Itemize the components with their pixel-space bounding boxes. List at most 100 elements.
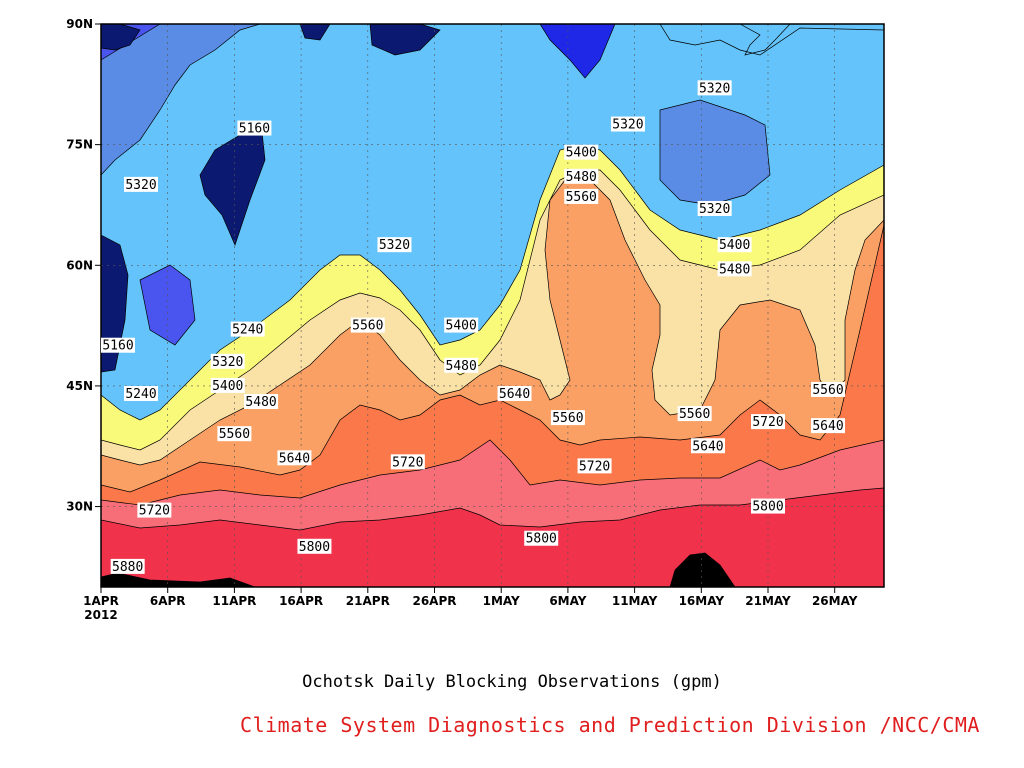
contour-label-bg — [350, 317, 385, 333]
axis-ticks: 1APR 6APR 11APR 16APR 21APR 26APR 1MAY 6MAY 11MA… — [66, 17, 857, 622]
contour-label: 5640 — [690, 438, 725, 454]
contour-label: 5480 — [717, 261, 752, 277]
contour-label-text: 5720 — [139, 504, 170, 519]
contour-band — [539, 24, 616, 79]
x-tick-label: 16APR — [279, 594, 323, 608]
contour-label-text: 5480 — [566, 170, 597, 185]
contour-label: 5400 — [444, 317, 479, 334]
contour-band — [659, 24, 884, 56]
contour-band — [101, 24, 141, 51]
x-tick-label: 11MAY — [612, 594, 658, 608]
contour-label-text: 5400 — [719, 238, 750, 253]
contour-label-text: 5320 — [212, 355, 243, 370]
contour-label: 5560 — [677, 406, 712, 422]
contour-label-bg — [124, 176, 159, 192]
contour-label-bg — [124, 385, 159, 401]
contour-label: 5480 — [444, 357, 479, 374]
contour-label-text: 5320 — [699, 202, 730, 217]
y-tick-label: 90N — [66, 17, 93, 31]
contour-band — [299, 24, 331, 41]
contour-label: 5400 — [717, 237, 752, 253]
contour-label-bg — [390, 454, 425, 470]
contour-label-bg — [577, 458, 612, 474]
contour-label-bg — [210, 353, 245, 369]
contour-label: 5640 — [277, 450, 312, 466]
contour-label: 5640 — [811, 418, 846, 434]
contour-label: 5320 — [210, 353, 245, 370]
contour-label: 5160 — [101, 337, 135, 354]
contour-label-text: 5800 — [299, 540, 330, 555]
contour-label-bg — [550, 410, 585, 426]
contour-label-text: 5560 — [219, 427, 250, 442]
y-tick-label: 75N — [66, 138, 93, 152]
contour-label-text: 5480 — [245, 395, 276, 410]
contour-label: 5720 — [577, 458, 612, 474]
grid-lines — [101, 24, 884, 587]
contour-label-text: 5400 — [212, 379, 243, 394]
contour-label: 5560 — [350, 317, 385, 334]
contour-label-bg — [717, 261, 752, 277]
contour-label-bg — [717, 237, 752, 253]
contour-label-text: 5400 — [566, 146, 597, 161]
contour-label-bg — [677, 406, 712, 422]
contour-band — [139, 264, 196, 346]
contour-label-text: 5320 — [125, 178, 156, 193]
contour-label-bg — [751, 498, 785, 514]
contour-label-bg — [690, 438, 725, 454]
contour-label-bg — [444, 357, 479, 373]
contour-label: 5240 — [230, 321, 265, 338]
contour-band — [199, 131, 266, 246]
contour-label: 5320 — [377, 237, 412, 253]
contour-label-text: 5640 — [692, 439, 723, 454]
contour-label-text: 5720 — [579, 459, 610, 474]
contour-label-text: 5800 — [526, 532, 557, 547]
contour-bands — [101, 24, 884, 587]
contour-band — [101, 552, 736, 587]
contour-label-text: 5640 — [499, 387, 530, 402]
x-tick-label: 6APR — [150, 594, 186, 608]
contour-label: 5640 — [497, 385, 532, 402]
contour-label-text: 5560 — [679, 407, 710, 422]
contour-label: 5720 — [390, 454, 425, 470]
x-tick-label: 16MAY — [679, 594, 725, 608]
contour-label-bg — [444, 317, 479, 333]
contour-label-text: 5160 — [239, 122, 270, 137]
contour-label-bg — [497, 385, 532, 401]
contour-label: 5400 — [210, 377, 245, 394]
contour-label: 5240 — [124, 385, 159, 402]
contour-label-text: 5560 — [566, 190, 597, 205]
contour-label: 5560 — [217, 426, 252, 442]
contour-label-bg — [564, 168, 599, 184]
contour-label-bg — [564, 188, 599, 204]
contour-label-bg — [377, 237, 412, 253]
contour-label: 5320 — [697, 200, 732, 217]
contour-label: 5480 — [244, 394, 279, 410]
x-tick-label: 26APR — [412, 594, 456, 608]
contour-label-bg — [610, 116, 645, 132]
x-year-label: 2012 — [84, 608, 117, 622]
contour-band — [369, 24, 441, 56]
contour-label-text: 5880 — [112, 560, 143, 575]
contour-labels: 5160532053205320532053205400548055605400… — [101, 80, 846, 575]
contour-label: 5800 — [751, 498, 785, 515]
contour-label-bg — [524, 530, 559, 546]
contour-label-bg — [101, 337, 135, 353]
contour-label-text: 5480 — [446, 359, 477, 374]
contour-label: 5560 — [811, 381, 846, 398]
x-tick-label: 26MAY — [812, 594, 858, 608]
contour-label-bg — [230, 321, 265, 337]
contour-label-text: 5320 — [379, 238, 410, 253]
contour-label-text: 5720 — [752, 415, 783, 430]
contour-label: 5480 — [564, 168, 599, 185]
contour-label-text: 5640 — [812, 419, 843, 434]
contour-label-bg — [811, 381, 846, 397]
x-tick-label: 21APR — [346, 594, 390, 608]
contour-label: 5320 — [124, 176, 159, 193]
contour-label: 5880 — [110, 558, 145, 575]
contour-label: 5320 — [610, 116, 645, 133]
contour-label-bg — [697, 80, 732, 96]
contour-label-bg — [137, 502, 172, 518]
contour-label-text: 5320 — [612, 118, 643, 133]
contour-label-bg — [697, 200, 732, 216]
y-tick-label: 45N — [66, 379, 93, 393]
